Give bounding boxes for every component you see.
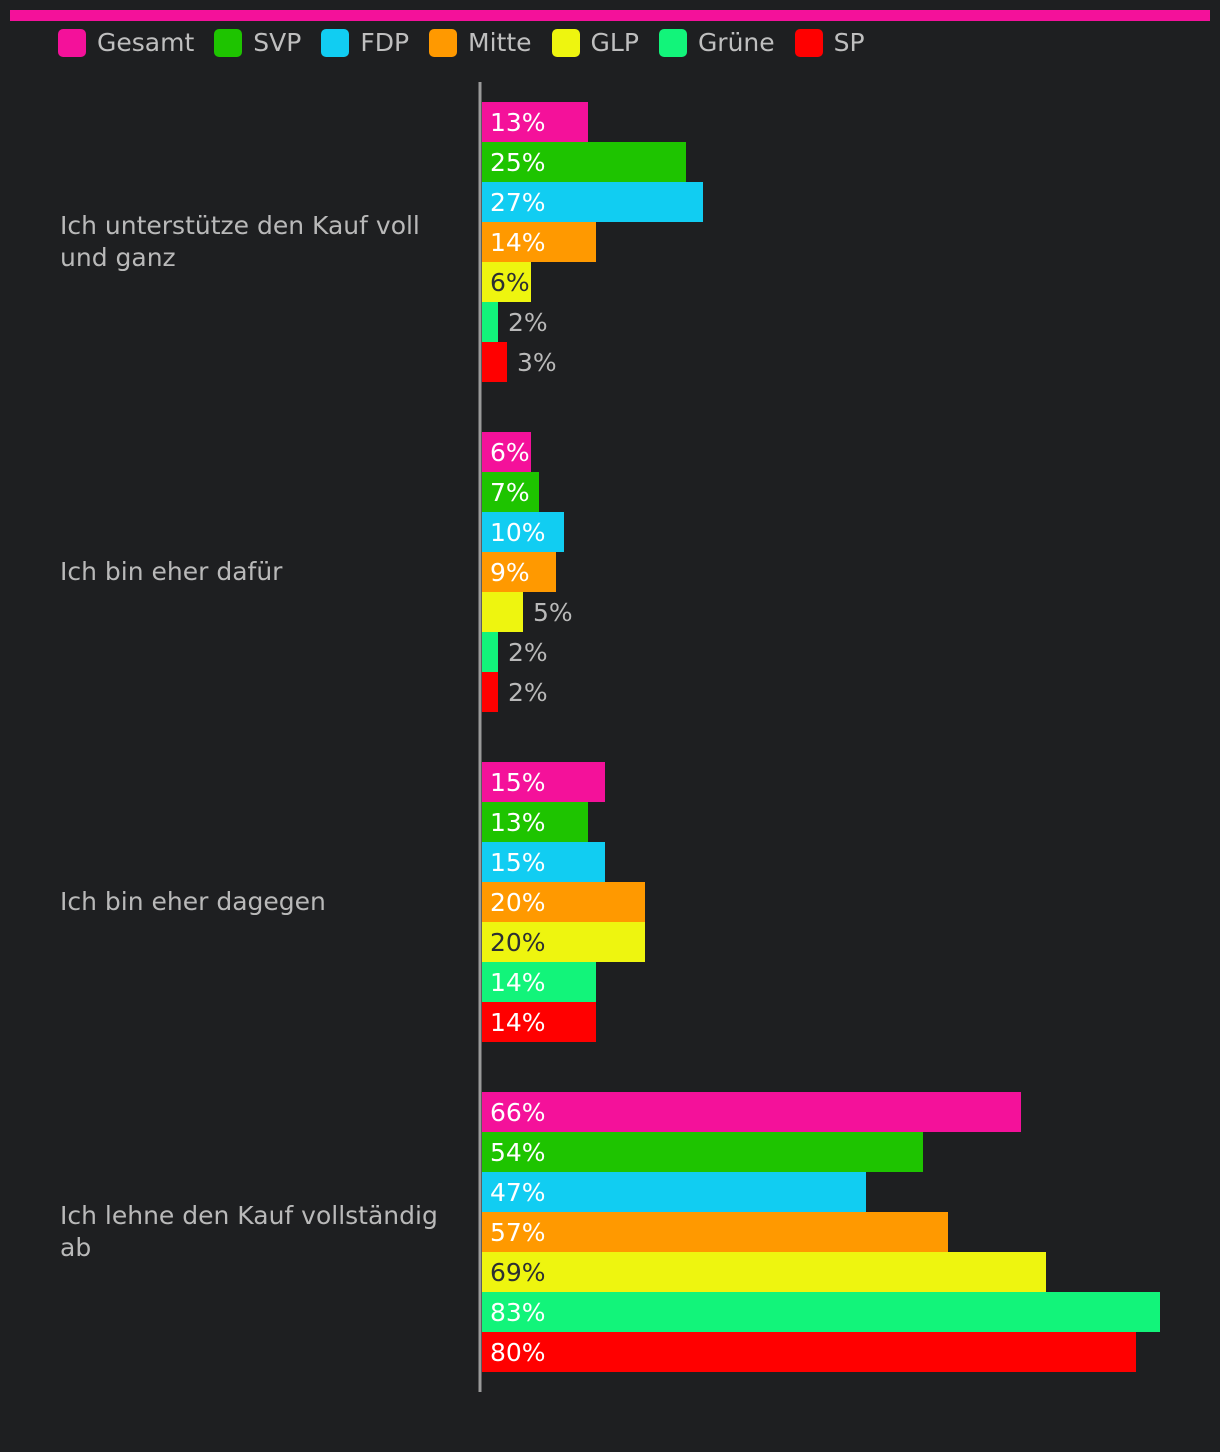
- legend-item: FDP: [321, 26, 409, 60]
- bar-value-label: 20%: [490, 928, 546, 957]
- legend-swatch: [321, 29, 350, 57]
- bar: [482, 342, 507, 382]
- bar-value-label: 14%: [490, 1008, 546, 1037]
- category-label: Ich unterstütze den Kauf voll und ganz: [60, 211, 420, 272]
- legend-label: Gesamt: [97, 28, 195, 57]
- legend-swatch: [214, 29, 243, 57]
- legend-swatch: [551, 29, 580, 57]
- category-label: Ich lehne den Kauf vollständig ab: [60, 1201, 438, 1262]
- bar-value-label: 57%: [490, 1218, 546, 1247]
- bar-value-label: 9%: [490, 558, 530, 587]
- bar: [482, 472, 539, 512]
- legend-item: GLP: [551, 26, 639, 60]
- bar: [482, 1292, 1160, 1332]
- bar-value-label: 15%: [490, 848, 546, 877]
- legend-label: SP: [833, 28, 865, 57]
- bar: [482, 552, 556, 592]
- bar: [482, 1332, 1136, 1372]
- bar-value-label: 80%: [490, 1338, 546, 1367]
- legend-item: SP: [794, 26, 865, 60]
- legend-label: GLP: [590, 28, 639, 57]
- bar-value-label: 2%: [508, 638, 548, 667]
- bar: [482, 1092, 1021, 1132]
- bar: [482, 102, 588, 142]
- bar-value-label: 7%: [490, 478, 530, 507]
- bar-value-label: 14%: [490, 228, 546, 257]
- legend-swatch: [794, 29, 823, 57]
- bar: [482, 182, 703, 222]
- top-accent-rule: [10, 10, 1210, 21]
- legend-label: FDP: [360, 28, 410, 57]
- bar-value-label: 20%: [490, 888, 546, 917]
- bar: [482, 592, 523, 632]
- bar: [482, 1002, 596, 1042]
- bar-value-label: 6%: [490, 438, 530, 467]
- bar: [482, 962, 596, 1002]
- bar-value-label: 54%: [490, 1138, 546, 1167]
- bar: [482, 672, 498, 712]
- legend-item: Gesamt: [58, 26, 194, 60]
- bar: [482, 262, 531, 302]
- legend-label: Grüne: [697, 28, 775, 57]
- legend-item: Grüne: [658, 26, 775, 60]
- legend-swatch: [429, 29, 458, 57]
- bar-value-label: 6%: [490, 268, 530, 297]
- bar-value-label: 10%: [490, 518, 546, 547]
- bar-value-label: 2%: [508, 308, 548, 337]
- legend-item: SVP: [214, 26, 301, 60]
- bar-value-label: 3%: [517, 348, 557, 377]
- legend-swatch: [58, 29, 86, 57]
- bar: [482, 1212, 948, 1252]
- bar-value-label: 27%: [490, 188, 546, 217]
- bar-group: 13% 25% 27% 14% 6% 2% 3% 6% 7% 10% 9%5% 2% 2% 15% 13% 1…: [482, 102, 1160, 1372]
- bar-value-label: 25%: [490, 148, 546, 177]
- bar: [482, 842, 605, 882]
- bar: [482, 922, 645, 962]
- bar-value-label: 2%: [508, 678, 548, 707]
- legend-item: Mitte: [429, 26, 532, 60]
- legend-label: SVP: [253, 28, 302, 57]
- bar-value-label: 15%: [490, 768, 546, 797]
- category-label: Ich bin eher dafür: [60, 557, 283, 586]
- bar: [482, 762, 605, 802]
- bar: [482, 1252, 1046, 1292]
- bar-value-label: 47%: [490, 1178, 546, 1207]
- bar: [482, 302, 498, 342]
- bar: [482, 512, 564, 552]
- bar: [482, 432, 531, 472]
- bar-value-label: 66%: [490, 1098, 546, 1127]
- bar: [482, 1132, 923, 1172]
- legend-swatch: [658, 29, 687, 57]
- bar: [482, 632, 498, 672]
- bar: [482, 142, 686, 182]
- bar: [482, 802, 588, 842]
- bar: [482, 1172, 866, 1212]
- chart-legend: Gesamt SVP FDP Mitte GLP Grüne SP: [58, 26, 865, 60]
- bar-value-label: 14%: [490, 968, 546, 997]
- bar-value-label: 69%: [490, 1258, 546, 1287]
- bar: [482, 882, 645, 922]
- bar-value-label: 5%: [533, 598, 573, 627]
- bar-value-label: 83%: [490, 1298, 546, 1327]
- legend-label: Mitte: [468, 28, 532, 57]
- bar-value-label: 13%: [490, 108, 546, 137]
- bar-value-label: 13%: [490, 808, 546, 837]
- category-label: Ich bin eher dagegen: [60, 887, 326, 916]
- bar: [482, 222, 596, 262]
